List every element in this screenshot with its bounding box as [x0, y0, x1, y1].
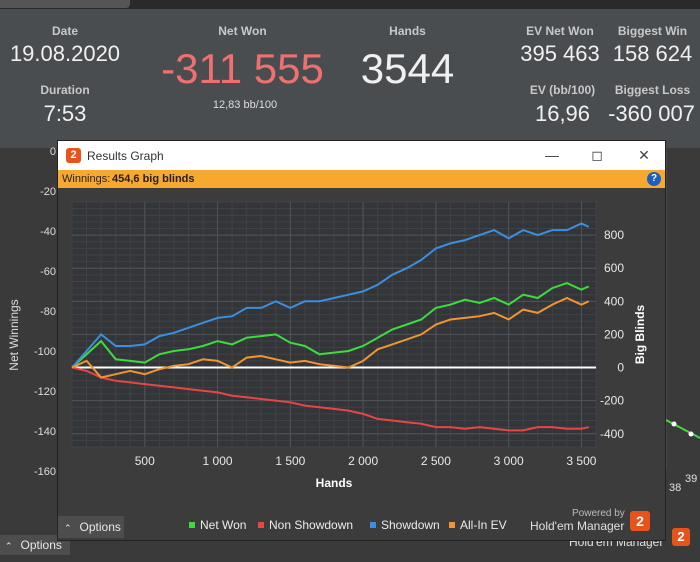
x-tick-label: 500: [135, 454, 155, 468]
y-tick-label: 800: [604, 228, 624, 242]
x-axis-title: Hands: [316, 476, 353, 488]
session-stats-panel: Date 19.08.2020 Duration 7:53 Net Won -3…: [0, 9, 700, 148]
y-axis-title: Big Blinds: [633, 304, 647, 364]
results-chart: 500 1 000 1 500 2 000 2 500 3 000 3 500 -400 -20…: [71, 201, 647, 488]
biggest-loss-value: -360 007: [608, 101, 695, 126]
series-line-all-in-ev: [71, 296, 590, 379]
x-tick-label: 2 000: [348, 454, 378, 468]
series-line-net-won: [71, 282, 590, 369]
x-tick-label: 2 500: [421, 454, 451, 468]
options-button[interactable]: ⌃ Options: [58, 516, 124, 538]
background-y-tick: -160: [33, 466, 56, 478]
background-brand-logo-icon: 2: [672, 528, 690, 546]
x-tick-label: 3 500: [566, 454, 596, 468]
ev-bb100-label: EV (bb/100): [529, 83, 596, 97]
y-tick-label: -400: [600, 427, 624, 441]
date-value: 19.08.2020: [9, 41, 121, 66]
background-y-tick: -40: [40, 226, 56, 238]
top-bar: [0, 0, 700, 9]
background-y-tick: -60: [40, 266, 56, 278]
background-y-tick: -20: [40, 186, 56, 198]
background-point: [671, 421, 677, 427]
hands-label: Hands: [389, 24, 426, 38]
legend-label: All-In EV: [460, 518, 507, 532]
x-tick-label: 3 000: [494, 454, 524, 468]
legend-item[interactable]: Showdown: [370, 518, 440, 532]
background-y-tick: -120: [33, 386, 56, 398]
background-x-tick: 38: [669, 482, 682, 494]
background-y-tick: -100: [33, 346, 56, 358]
net-won-value: -311 555: [161, 45, 324, 92]
winnings-bar: Winnings: 454,6 big blinds ?: [58, 170, 665, 188]
series-line-showdown: [71, 222, 590, 369]
window-title: Results Graph: [87, 149, 164, 163]
series-line-non-showdown: [71, 366, 589, 432]
duration-value: 7:53: [43, 101, 87, 126]
legend-item[interactable]: Net Won: [189, 518, 246, 532]
window-titlebar[interactable]: 2 Results Graph — ◻ ✕: [58, 141, 665, 170]
help-icon[interactable]: ?: [647, 172, 661, 186]
background-point: [688, 431, 694, 437]
maximize-button[interactable]: ◻: [591, 147, 603, 163]
background-options-label: Options: [20, 538, 62, 552]
biggest-win-label: Biggest Win: [617, 24, 688, 38]
winnings-label: Winnings:: [62, 173, 111, 185]
legend-label: Net Won: [200, 518, 247, 532]
hm2-logo-icon: 2: [66, 148, 81, 163]
brand-text: Hold'em Manager: [530, 519, 625, 533]
minimize-button[interactable]: —: [545, 147, 559, 163]
y-tick-label: -200: [600, 394, 624, 408]
legend-swatch: [189, 522, 195, 528]
y-tick-label: 600: [604, 261, 624, 275]
results-graph-window: 2 Results Graph — ◻ ✕ Winnings: 454,6 bi…: [57, 140, 666, 541]
legend-label: Non Showdown: [269, 518, 354, 532]
net-won-label: Net Won: [218, 24, 267, 38]
y-tick-label: 0: [617, 361, 624, 375]
brand-logo-icon: 2: [630, 511, 650, 531]
x-tick-label: 1 500: [275, 454, 305, 468]
background-y-tick: -140: [33, 426, 56, 438]
legend-swatch: [370, 522, 376, 528]
chevron-up-icon: ⌃: [5, 541, 13, 551]
background-net-won-line: [665, 419, 700, 439]
background-x-tick: 39: [685, 473, 698, 485]
top-tab[interactable]: [0, 0, 130, 8]
legend-swatch: [449, 522, 455, 528]
background-y-tick: 0: [49, 146, 56, 158]
close-button[interactable]: ✕: [638, 147, 650, 163]
net-won-bb100: 12,83 bb/100: [212, 99, 278, 111]
legend-label: Showdown: [381, 518, 440, 532]
background-options-button[interactable]: ⌃ Options: [0, 535, 70, 555]
y-tick-label: 200: [604, 327, 624, 341]
biggest-loss-label: Biggest Loss: [614, 83, 691, 97]
options-label: Options: [79, 520, 121, 534]
legend-item[interactable]: All-In EV: [449, 518, 507, 532]
legend-swatch: [258, 522, 264, 528]
winnings-value: 454,6 big blinds: [112, 173, 195, 185]
y-tick-label: 400: [604, 294, 624, 308]
chevron-up-icon: ⌃: [64, 523, 72, 533]
ev-net-won-value: 395 463: [520, 41, 600, 66]
legend-item[interactable]: Non Showdown: [258, 518, 353, 532]
powered-by-text: Powered by: [572, 508, 625, 519]
hands-value: 3544: [360, 45, 455, 92]
x-tick-label: 1 000: [203, 454, 233, 468]
ev-net-won-label: EV Net Won: [526, 24, 594, 38]
background-y-tick: -80: [40, 306, 56, 318]
ev-bb100-value: 16,96: [534, 101, 591, 126]
date-label: Date: [51, 24, 78, 38]
duration-label: Duration: [40, 83, 90, 97]
biggest-win-value: 158 624: [612, 41, 693, 66]
